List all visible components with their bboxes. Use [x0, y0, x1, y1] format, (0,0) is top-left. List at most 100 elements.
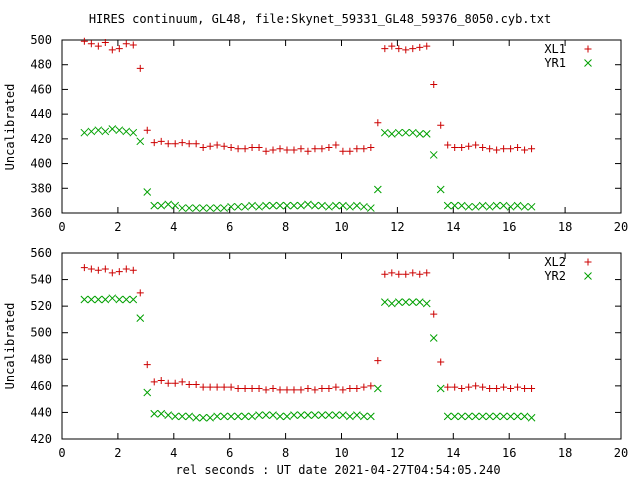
x-tick-label: 14: [446, 446, 460, 460]
data-point-xl1: [486, 145, 494, 153]
data-point-xl1: [437, 121, 445, 129]
data-point-yr2: [471, 412, 480, 421]
data-point-yr2: [464, 412, 473, 421]
data-point-xl2: [528, 385, 536, 393]
data-point-yr1: [262, 201, 270, 210]
data-point-yr1: [339, 201, 347, 210]
y-tick-label: 460: [30, 379, 52, 393]
data-point-yr2: [178, 412, 187, 421]
data-point-xl2: [171, 379, 179, 387]
data-point-xl1: [80, 37, 88, 45]
data-point-yr2: [318, 411, 326, 419]
data-point-yr1: [290, 201, 298, 210]
data-point-yr1: [353, 201, 361, 210]
data-point-xl1: [514, 144, 522, 152]
data-point-xl1: [269, 146, 277, 154]
y-tick-label: 480: [30, 58, 52, 72]
data-point-xl1: [136, 64, 144, 72]
data-point-xl2: [290, 386, 298, 394]
data-point-xl2: [108, 269, 116, 277]
data-point-yr2: [513, 412, 522, 421]
data-point-xl2: [472, 382, 480, 390]
data-point-xl2: [297, 386, 305, 394]
data-point-xl2: [304, 385, 312, 393]
data-point-xl2: [458, 385, 466, 393]
data-point-xl1: [528, 145, 536, 153]
data-point-yr1: [492, 201, 501, 210]
data-point-xl2: [479, 383, 487, 391]
data-point-xl1: [164, 140, 172, 148]
data-point-xl1: [416, 43, 424, 51]
data-point-xl1: [500, 145, 508, 153]
x-tick-label: 10: [334, 220, 348, 234]
data-point-xl1: [276, 145, 284, 153]
data-point-xl2: [507, 385, 515, 393]
data-point-yr2: [276, 412, 284, 421]
data-point-xl1: [94, 42, 102, 50]
data-point-yr2: [360, 412, 368, 421]
x-tick-label: 18: [558, 446, 572, 460]
data-point-yr2: [311, 411, 319, 419]
data-point-yr1: [220, 204, 228, 212]
data-point-xl1: [87, 40, 95, 48]
data-point-xl2: [178, 378, 186, 386]
data-point-yr1: [464, 202, 473, 211]
data-point-xl1: [423, 42, 431, 50]
data-point-xl1: [262, 147, 270, 155]
data-point-xl1: [220, 142, 228, 150]
y-axis-label: Uncalibrated: [3, 84, 17, 171]
data-point-yr2: [332, 411, 340, 419]
data-point-xl2: [388, 269, 396, 277]
plot-frame: [61, 252, 622, 440]
data-point-xl1: [360, 145, 368, 153]
data-point-yr2: [220, 412, 228, 421]
data-point-xl1: [157, 137, 165, 145]
data-point-yr2: [415, 298, 424, 307]
data-point-xl2: [143, 361, 151, 369]
data-point-yr1: [241, 202, 249, 211]
data-point-xl2: [269, 385, 277, 393]
data-point-yr1: [408, 128, 417, 137]
data-point-xl1: [507, 145, 515, 153]
data-point-xl1: [339, 147, 347, 155]
legend-label-xl2: XL2: [544, 255, 566, 269]
data-point-xl2: [136, 289, 144, 297]
data-point-yr2: [150, 409, 159, 418]
data-point-xl2: [199, 383, 207, 391]
data-point-yr2: [164, 411, 173, 419]
data-point-xl2: [437, 358, 445, 366]
y-tick-label: 440: [30, 107, 52, 121]
data-point-yr1: [471, 202, 480, 211]
x-tick-label: 18: [558, 220, 572, 234]
data-point-yr1: [94, 126, 103, 135]
data-point-yr2: [122, 295, 131, 304]
data-point-xl2: [486, 385, 494, 393]
data-point-xl1: [171, 140, 179, 148]
data-point-yr1: [108, 125, 117, 133]
data-point-xl2: [241, 385, 249, 393]
y-tick-label: 420: [30, 432, 52, 446]
chart-title: HIRES continuum, GL48, file:Skynet_59331…: [89, 12, 551, 26]
data-point-yr1: [457, 201, 466, 210]
y-tick-label: 520: [30, 299, 52, 313]
data-point-xl2: [262, 386, 270, 394]
data-point-xl2: [80, 264, 88, 272]
data-point-xl2: [521, 385, 529, 393]
data-point-yr2: [408, 298, 417, 307]
data-point-yr2: [213, 412, 221, 421]
data-point-xl2: [164, 379, 172, 387]
x-tick-label: 12: [390, 446, 404, 460]
data-point-yr2: [499, 412, 508, 421]
legend-label-yr2: YR2: [544, 269, 566, 283]
y-tick-label: 480: [30, 352, 52, 366]
legend-key-xl2: [584, 258, 592, 266]
data-point-xl2: [402, 270, 410, 278]
data-point-xl2: [115, 268, 123, 276]
data-point-yr1: [115, 126, 124, 135]
data-point-yr2: [450, 412, 459, 421]
x-tick-label: 0: [58, 220, 65, 234]
data-point-xl1: [150, 139, 158, 147]
data-point-yr1: [373, 185, 382, 194]
legend: XL2 YR2: [544, 255, 592, 283]
data-point-xl2: [87, 265, 95, 273]
